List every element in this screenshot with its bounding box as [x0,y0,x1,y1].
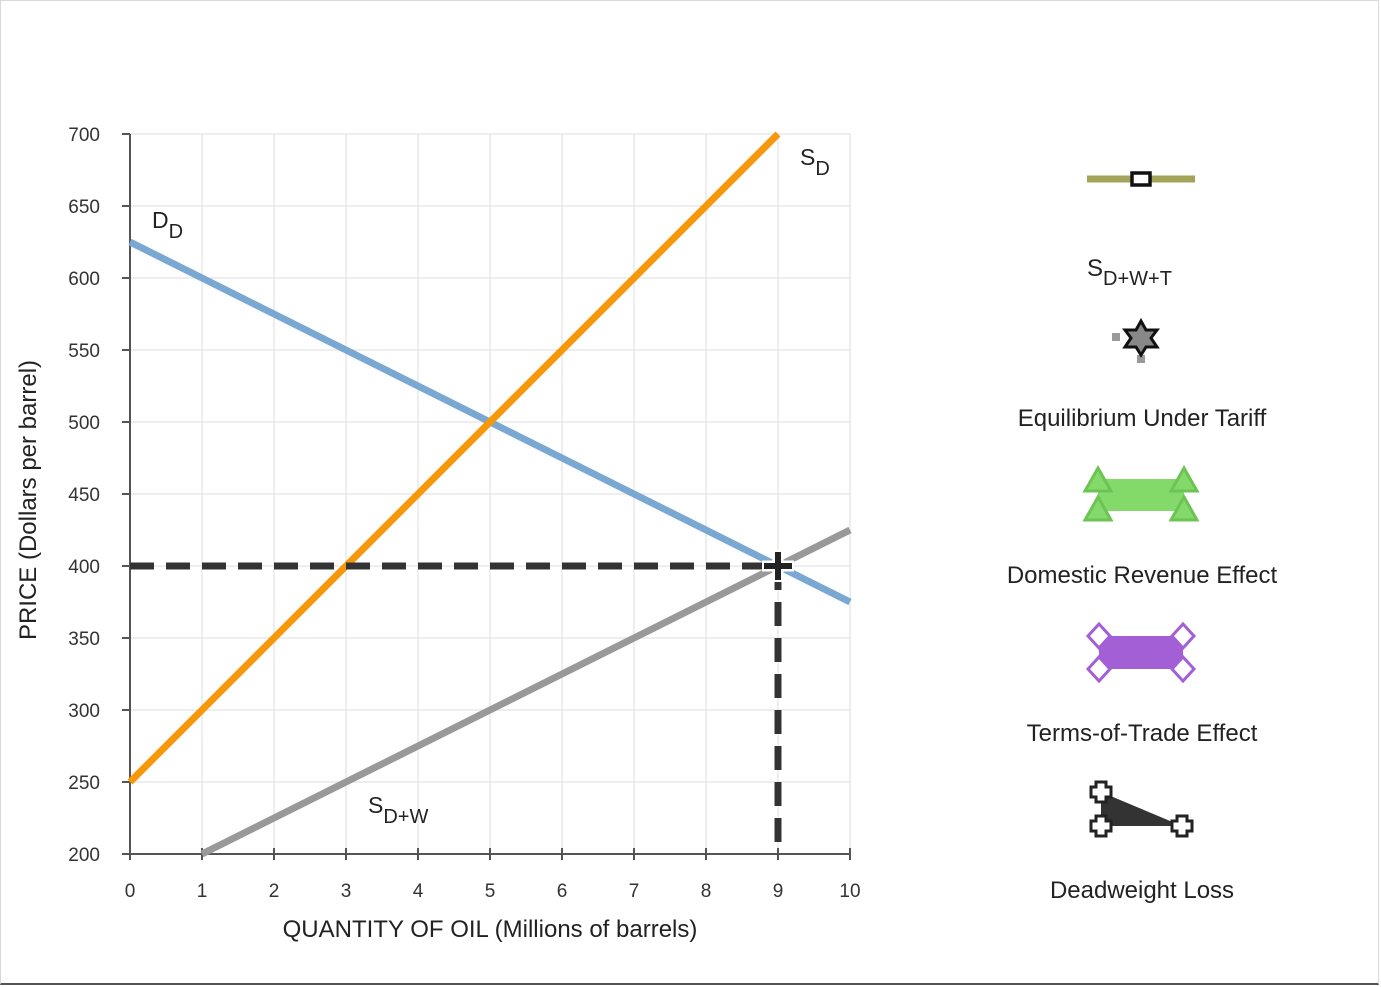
grid [130,133,851,854]
star-icon [1122,317,1160,358]
legend-label-supply-with-tariff: SD+W+T [1087,255,1172,290]
y-tick-label: 250 [68,773,100,794]
series-lines [127,131,852,858]
diamond-handle-icon [1085,654,1113,684]
triangle-handle-icon [1082,493,1114,522]
legend-label-domestic-revenue: Domestic Revenue Effect [1007,562,1278,589]
x-tick-label: 4 [413,881,424,902]
legend-tool-deadweight-loss[interactable] [1089,780,1194,838]
triangle-handle-icon [1168,464,1200,493]
x-axis-title: QUANTITY OF OIL (Millions of barrels) [283,916,698,943]
cross-handle-icon [1170,814,1194,838]
curve-label-demand: DD [152,207,183,243]
square-handle-icon [1130,171,1152,187]
x-tick-label: 8 [701,881,712,902]
grey-dot-icon [1137,355,1145,363]
x-tick-label: 0 [125,881,136,902]
equilibrium-point-handle[interactable] [762,550,794,582]
y-tick-label: 500 [68,413,100,434]
triangle-handle-icon [1082,464,1114,493]
y-tick-label: 350 [68,629,100,650]
legend-tool-equilibrium[interactable] [1112,317,1160,363]
black-triangle-icon [1101,792,1182,826]
y-tick-label: 550 [68,341,100,362]
legend-label-equilibrium: Equilibrium Under Tariff [1018,405,1267,432]
x-tick-label: 2 [269,881,280,902]
y-tick-label: 650 [68,197,100,218]
triangle-handle-icon [1168,493,1200,522]
x-tick-label: 5 [485,881,496,902]
legend-tool-terms-of-trade[interactable] [1085,621,1197,684]
x-tick-label: 10 [839,881,860,902]
x-tick-label: 3 [341,881,352,902]
green-polygon-icon [1098,479,1184,511]
y-tick-label: 200 [68,845,100,866]
y-tick-label: 300 [68,701,100,722]
cross-handle-icon [1089,814,1113,838]
legend-label-terms-of-trade: Terms-of-Trade Effect [1027,720,1258,747]
x-tick-label: 6 [557,881,568,902]
legend-label-deadweight-loss: Deadweight Loss [1050,877,1234,904]
y-tick-label: 600 [68,269,100,290]
x-tick-label: 1 [197,881,208,902]
axes [122,133,851,860]
curve-label-supply-domestic: SD [800,144,830,180]
domestic-world-supply-line [200,526,852,858]
x-tick-label: 9 [773,881,784,902]
y-tick-label: 450 [68,485,100,506]
legend-tool-domestic-revenue[interactable] [1082,464,1200,522]
diamond-handle-icon [1169,621,1197,651]
domestic-supply-line [127,131,781,785]
legend: SD+W+T Equilibrium Under Tariff Domestic… [1007,171,1278,904]
grey-dot-icon [1112,333,1120,341]
x-tick-label: 7 [629,881,640,902]
tick-labels: 0 1 2 3 4 5 6 7 8 9 10 200 250 300 350 400 450 500 550 600 6… [68,125,860,902]
y-axis-title: PRICE (Dollars per barrel) [15,360,42,640]
legend-tool-supply-with-tariff[interactable] [1087,171,1195,187]
diamond-handle-icon [1085,621,1113,651]
purple-polygon-icon [1099,636,1183,669]
y-tick-label: 700 [68,125,100,146]
equilibrium-dashed-lines [130,562,782,854]
curve-label-supply-domestic-world: SD+W [368,792,428,828]
cross-handle-icon [1089,780,1113,804]
diamond-handle-icon [1169,654,1197,684]
y-tick-label: 400 [68,557,100,578]
